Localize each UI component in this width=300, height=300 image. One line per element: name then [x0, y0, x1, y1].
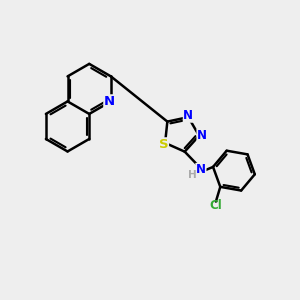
Text: N: N: [183, 109, 193, 122]
Text: H: H: [188, 170, 197, 180]
Text: N: N: [197, 129, 207, 142]
Text: S: S: [159, 138, 168, 151]
Text: N: N: [104, 95, 115, 108]
Text: N: N: [196, 164, 206, 176]
Text: Cl: Cl: [209, 200, 222, 212]
